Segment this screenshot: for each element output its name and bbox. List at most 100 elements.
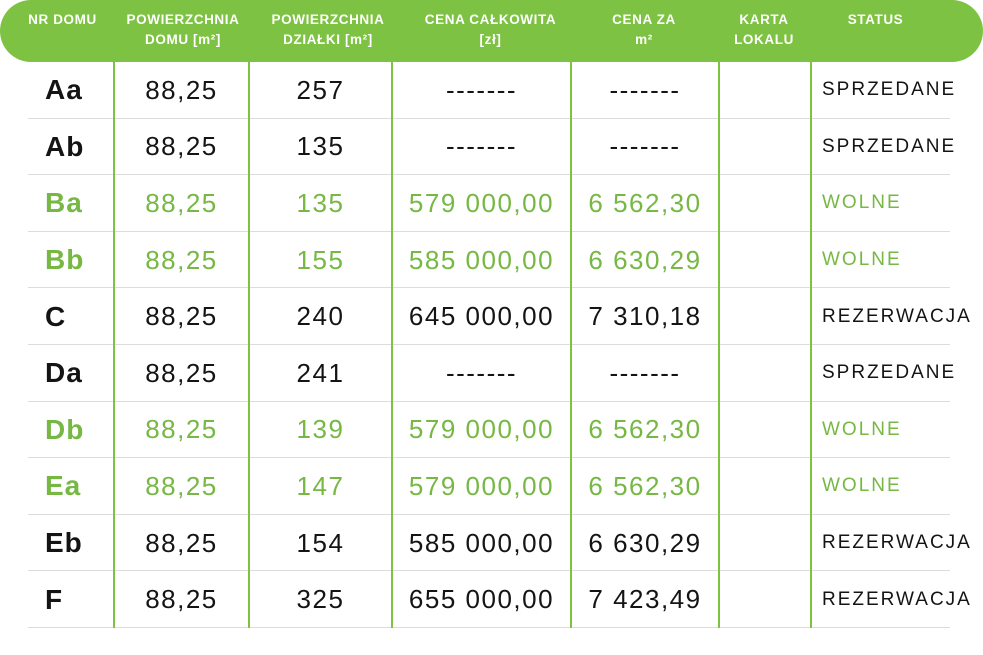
total-price-cell: 655 000,00 xyxy=(391,571,570,628)
unit-card-cell xyxy=(718,62,810,119)
total-price-cell: 585 000,00 xyxy=(391,514,570,572)
header-plot-area-unit: DZIAŁKI [m²] xyxy=(283,32,373,47)
total-price-cell: ------- xyxy=(391,118,570,176)
total-price-value: 579 000,00 xyxy=(408,414,555,445)
price-per-m2-cell: 6 562,30 xyxy=(570,175,718,232)
unit-card-cell xyxy=(718,458,810,515)
status-cell: REZERWACJA xyxy=(810,288,983,345)
header-unit-card-label: KARTA xyxy=(739,12,789,27)
table-row: C 88,25 240 645 000,00 7 310,18 REZERWACJA xyxy=(0,288,983,345)
table-row: Eb 88,25 154 585 000,00 6 630,29 REZERWACJA xyxy=(0,514,983,572)
total-price-cell: 579 000,00 xyxy=(391,458,570,515)
header-plot-area-label: POWIERZCHNIA xyxy=(271,12,385,27)
total-price-value: 579 000,00 xyxy=(408,470,555,501)
header-house-number-label: NR DOMU xyxy=(28,12,97,27)
table-row: Aa 88,25 257 ------- ------- SPRZEDANE xyxy=(0,62,983,119)
table-row: Ea 88,25 147 579 000,00 6 562,30 WOLNE xyxy=(0,458,983,515)
table-row: Ab 88,25 135 ------- ------- SPRZEDANE xyxy=(0,118,983,176)
price-per-m2-value: 6 562,30 xyxy=(588,187,702,218)
table-row: Da 88,25 241 ------- ------- SPRZEDANE xyxy=(0,344,983,402)
price-per-m2-value: 7 310,18 xyxy=(588,301,702,332)
status-cell: REZERWACJA xyxy=(810,571,983,628)
house-area-cell: 88,25 xyxy=(113,458,248,515)
price-per-m2-cell: ------- xyxy=(570,62,718,119)
status-value: SPRZEDANE xyxy=(822,362,957,384)
header-price-per-m2-unit: m² xyxy=(635,32,653,47)
plot-area-cell: 325 xyxy=(248,571,391,628)
header-price-per-m2-label: CENA ZA xyxy=(612,12,676,27)
header-house-area: POWIERZCHNIA DOMU [m²] xyxy=(113,0,248,62)
status-value: WOLNE xyxy=(822,249,902,271)
header-house-area-unit: DOMU [m²] xyxy=(145,32,221,47)
header-total-price-label: CENA CAŁKOWITA xyxy=(424,12,557,27)
house-number-cell: Bb xyxy=(0,232,113,289)
house-number-value: Da xyxy=(45,357,83,389)
status-value: SPRZEDANE xyxy=(822,135,957,157)
table-row: Db 88,25 139 579 000,00 6 562,30 WOLNE xyxy=(0,401,983,459)
plot-area-value: 135 xyxy=(296,187,345,218)
header-status: STATUS xyxy=(810,0,983,62)
price-per-m2-cell: ------- xyxy=(570,344,718,402)
total-price-value: 645 000,00 xyxy=(408,301,555,332)
table-row: Ba 88,25 135 579 000,00 6 562,30 WOLNE xyxy=(0,175,983,232)
house-number-cell: Ea xyxy=(0,458,113,515)
plot-area-cell: 257 xyxy=(248,62,391,119)
price-per-m2-cell: 6 562,30 xyxy=(570,401,718,459)
total-price-value: 579 000,00 xyxy=(408,187,555,218)
plot-area-cell: 135 xyxy=(248,118,391,176)
status-cell: REZERWACJA xyxy=(810,514,983,572)
house-area-cell: 88,25 xyxy=(113,514,248,572)
total-price-cell: 579 000,00 xyxy=(391,401,570,459)
header-plot-area: POWIERZCHNIA DZIAŁKI [m²] xyxy=(248,0,391,62)
price-per-m2-cell: ------- xyxy=(570,118,718,176)
plot-area-value: 257 xyxy=(296,74,345,105)
table-row: Bb 88,25 155 585 000,00 6 630,29 WOLNE xyxy=(0,231,983,289)
table-row: F 88,25 325 655 000,00 7 423,49 REZERWACJA xyxy=(0,571,983,628)
total-price-cell: ------- xyxy=(391,62,570,119)
plot-area-value: 241 xyxy=(296,357,345,388)
house-area-value: 88,25 xyxy=(145,187,218,218)
total-price-value: 585 000,00 xyxy=(408,244,555,275)
plot-area-cell: 135 xyxy=(248,175,391,232)
total-price-cell: ------- xyxy=(391,344,570,402)
plot-area-cell: 139 xyxy=(248,401,391,459)
total-price-cell: 585 000,00 xyxy=(391,231,570,289)
plot-area-value: 135 xyxy=(296,131,345,162)
status-value: WOLNE xyxy=(822,418,902,440)
total-price-value: 585 000,00 xyxy=(408,527,555,558)
unit-card-cell xyxy=(718,344,810,402)
header-total-price-unit: [zł] xyxy=(479,32,502,47)
unit-card-cell xyxy=(718,514,810,572)
house-area-cell: 88,25 xyxy=(113,344,248,402)
price-per-m2-cell: 7 423,49 xyxy=(570,571,718,628)
house-area-cell: 88,25 xyxy=(113,175,248,232)
house-number-value: Bb xyxy=(45,244,85,276)
price-per-m2-cell: 6 562,30 xyxy=(570,458,718,515)
house-area-value: 88,25 xyxy=(145,244,218,275)
house-number-value: F xyxy=(45,583,64,615)
house-area-cell: 88,25 xyxy=(113,231,248,289)
header-house-area-label: POWIERZCHNIA xyxy=(126,12,240,27)
house-area-value: 88,25 xyxy=(145,357,218,388)
house-number-cell: C xyxy=(0,288,113,345)
status-value: REZERWACJA xyxy=(822,532,972,554)
total-price-value: ------- xyxy=(445,131,518,162)
plot-area-cell: 240 xyxy=(248,288,391,345)
house-number-cell: Da xyxy=(0,345,113,402)
house-number-cell: Ba xyxy=(0,175,113,232)
header-status-label: STATUS xyxy=(847,12,904,27)
price-per-m2-cell: 6 630,29 xyxy=(570,231,718,289)
total-price-value: ------- xyxy=(445,74,518,105)
plot-area-value: 155 xyxy=(296,244,345,275)
header-unit-card: KARTA LOKALU xyxy=(718,0,810,62)
house-number-value: Db xyxy=(45,413,85,445)
plot-area-cell: 147 xyxy=(248,458,391,515)
house-number-cell: Eb xyxy=(0,515,113,572)
status-cell: SPRZEDANE xyxy=(810,344,983,402)
house-area-cell: 88,25 xyxy=(113,401,248,459)
status-cell: WOLNE xyxy=(810,401,983,459)
unit-card-cell xyxy=(718,401,810,459)
status-value: SPRZEDANE xyxy=(822,79,957,101)
house-area-cell: 88,25 xyxy=(113,288,248,345)
